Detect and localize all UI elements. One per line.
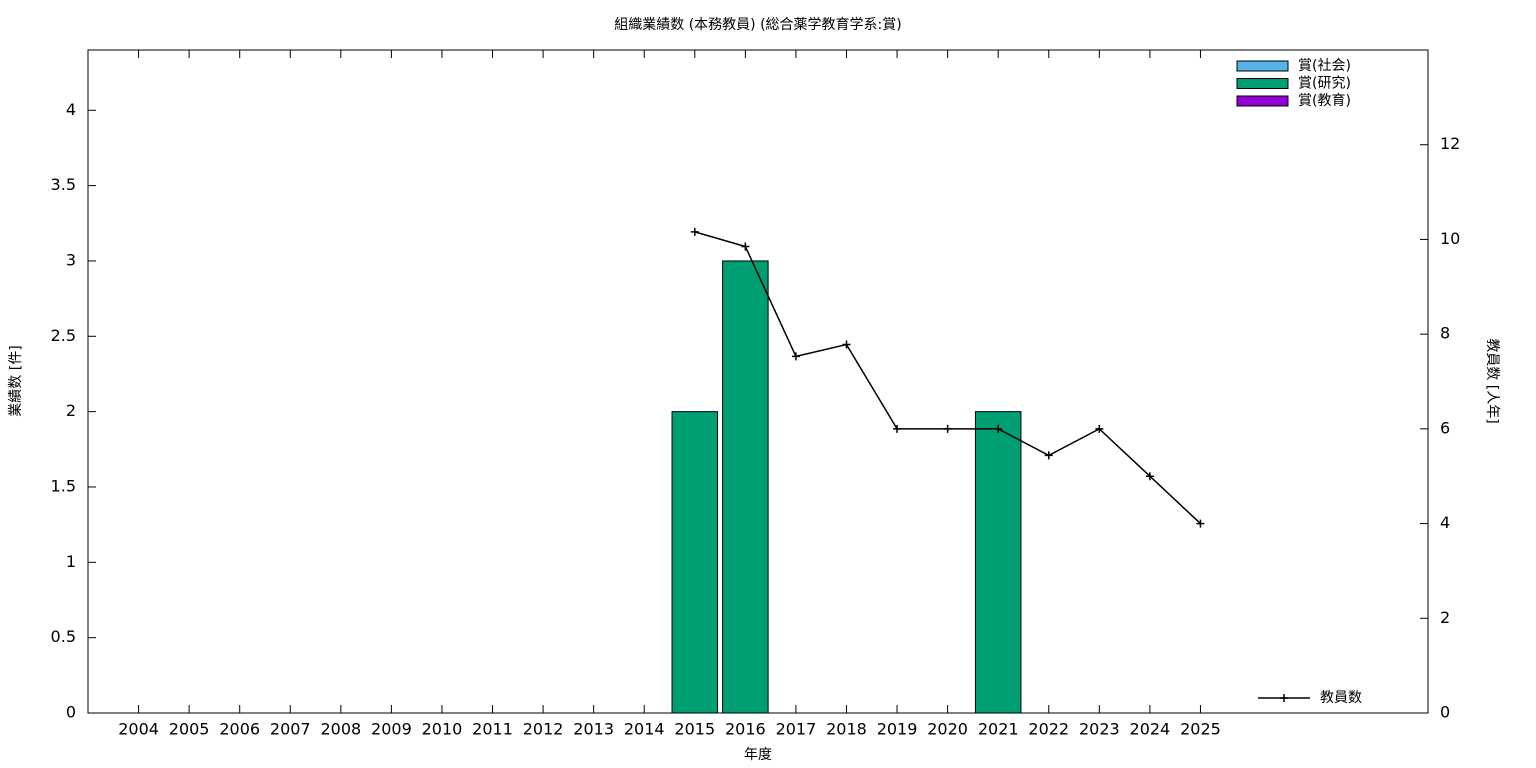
x-tick-label: 2008	[320, 720, 361, 739]
x-tick-label: 2017	[776, 720, 817, 739]
y-tick-label: 3.5	[51, 175, 76, 194]
y2-tick-label: 10	[1440, 229, 1460, 248]
y-tick-label: 1	[66, 552, 76, 571]
bar	[671, 411, 719, 714]
legend-swatch	[1236, 60, 1289, 72]
y2-tick-label: 4	[1440, 513, 1450, 532]
line-marker	[791, 352, 800, 361]
bar	[974, 411, 1022, 714]
x-tick-label: 2019	[877, 720, 918, 739]
legend-label: 賞(社会)	[1298, 58, 1351, 74]
x-tick-label: 2018	[826, 720, 867, 739]
legend-label: 賞(研究)	[1298, 76, 1351, 92]
x-tick-label: 2009	[371, 720, 412, 739]
y2-tick-label: 12	[1440, 134, 1460, 153]
x-tick-label: 2005	[169, 720, 210, 739]
y2-tick-label: 0	[1440, 703, 1450, 722]
x-tick-label: 2012	[523, 720, 564, 739]
line-marker	[893, 424, 902, 433]
x-tick-label: 2006	[219, 720, 260, 739]
y2-tick-label: 6	[1440, 418, 1450, 437]
x-tick-label: 2010	[422, 720, 463, 739]
y-tick-label: 3	[66, 250, 76, 269]
legend-label: 賞(教育)	[1298, 93, 1351, 109]
x-tick-label: 2023	[1079, 720, 1120, 739]
legend-swatch	[1236, 78, 1289, 89]
line-marker	[741, 242, 750, 251]
line-marker	[1044, 451, 1053, 460]
x-tick-label: 2007	[270, 720, 311, 739]
legend-marker	[1280, 694, 1288, 702]
y-tick-label: 0.5	[51, 627, 76, 646]
line-marker	[1196, 519, 1205, 528]
y-tick-label: 4	[66, 100, 76, 119]
line-marker	[1095, 424, 1104, 433]
x-tick-label: 2021	[978, 720, 1019, 739]
x-tick-label: 2025	[1180, 720, 1221, 739]
x-tick-label: 2013	[573, 720, 614, 739]
line-marker	[994, 424, 1003, 433]
y2-axis-label: 教員数 [人年]	[1484, 338, 1500, 423]
line-marker	[690, 227, 699, 236]
y-tick-label: 0	[66, 703, 76, 722]
line-marker	[1145, 472, 1154, 481]
x-tick-label: 2004	[118, 720, 159, 739]
y2-tick-label: 8	[1440, 324, 1450, 343]
bar	[722, 260, 769, 714]
x-tick-label: 2016	[725, 720, 766, 739]
x-tick-label: 2015	[674, 720, 715, 739]
legend-label: 教員数	[1320, 690, 1362, 706]
x-tick-label: 2020	[927, 720, 968, 739]
y-axis-label: 業績数 [件]	[8, 345, 24, 416]
x-tick-label: 2022	[1028, 720, 1069, 739]
y-tick-label: 1.5	[51, 476, 76, 495]
y2-tick-label: 2	[1440, 608, 1450, 627]
x-axis-label: 年度	[744, 747, 772, 763]
x-tick-label: 2024	[1130, 720, 1171, 739]
line-marker	[943, 424, 952, 433]
line-marker	[842, 340, 851, 349]
legend-swatch	[1236, 95, 1289, 107]
x-tick-label: 2011	[472, 720, 513, 739]
chart-title: 組織業績数 (本務教員) (総合薬学教育学系:賞)	[614, 17, 901, 33]
x-tick-label: 2014	[624, 720, 665, 739]
y-tick-label: 2	[66, 401, 76, 420]
y-tick-label: 2.5	[51, 326, 76, 345]
